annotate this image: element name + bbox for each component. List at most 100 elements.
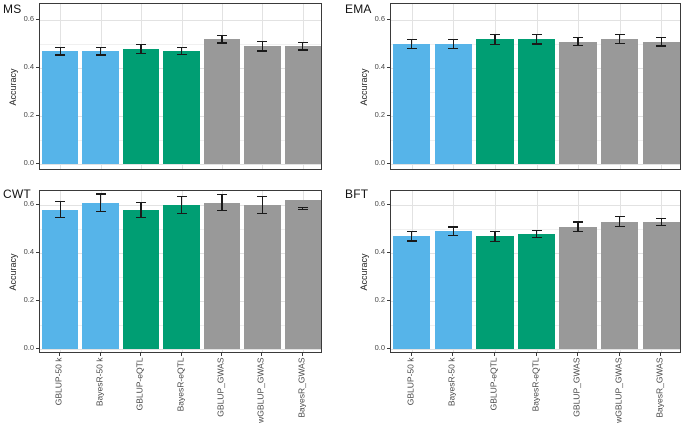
bar (476, 236, 514, 349)
y-tick-label: 0.4 (23, 62, 34, 71)
x-tick-label: BayesR-eQTL (175, 357, 185, 411)
x-axis-tick (220, 353, 222, 356)
bar (642, 221, 680, 349)
error-bar-cap (55, 46, 66, 48)
y-axis-tick (387, 204, 390, 205)
bar (559, 226, 597, 349)
bar (42, 51, 79, 164)
error-bar-cap (448, 226, 459, 228)
error-bar-cap (489, 43, 500, 45)
error-bar-line (261, 196, 263, 214)
x-axis-tick (301, 353, 303, 356)
error-bar-cap (656, 224, 667, 226)
error-bar-line (100, 193, 102, 212)
bar (82, 202, 119, 349)
error-bar-line (302, 42, 304, 50)
bar (284, 46, 321, 164)
error-bar-line (535, 34, 538, 44)
error-bar-cap (448, 47, 459, 50)
error-bar-cap (531, 229, 542, 231)
error-bar-cap (406, 230, 417, 232)
y-axis-title: Accuracy (359, 252, 369, 291)
y-axis-tick (36, 348, 39, 349)
y-tick-label: 0.0 (374, 343, 385, 352)
error-bar-cap (136, 201, 147, 203)
x-axis-tick (140, 353, 142, 356)
error-bar-line (59, 201, 61, 218)
bar (284, 200, 321, 349)
y-axis-tick (36, 204, 39, 205)
x-tick-label: GBLUP-50 k (405, 357, 416, 405)
error-bar-cap (489, 240, 500, 242)
x-tick-label: BayesR-50 k (94, 357, 105, 406)
y-tick-label: 0.0 (23, 158, 34, 167)
major-gridline (391, 164, 680, 165)
y-tick-label: 0.4 (374, 247, 385, 256)
error-bar-cap (95, 210, 106, 212)
y-tick-label: 0.2 (23, 110, 34, 119)
major-gridline (40, 164, 321, 165)
x-tick-label: BayesR-eQTL (530, 357, 540, 411)
y-axis-tick (36, 19, 39, 20)
chart-cwt: CWT Accuracy 0.0 0.2 0.4 0.6 GBLUP-50 k Bayes… (0, 185, 342, 424)
chart-bft: BFT Accuracy 0.0 0.2 0.4 0.6 GBLUP-50 k Bayes… (342, 185, 685, 424)
bar (393, 236, 431, 349)
error-bar-cap (257, 212, 268, 214)
major-gridline (391, 205, 680, 206)
error-bar-line (660, 37, 662, 46)
y-axis-tick (387, 348, 390, 349)
error-bar-cap (176, 212, 187, 214)
bar (203, 39, 241, 164)
error-bar-line (180, 47, 183, 55)
x-axis-tick (535, 353, 537, 356)
y-axis-tick (387, 163, 390, 164)
error-bar-cap (257, 196, 268, 198)
x-tick-label: wGBLUP_GWAS (255, 357, 266, 423)
y-axis-title: Accuracy (8, 252, 18, 291)
error-bar-cap (573, 221, 584, 223)
y-axis-tick (36, 163, 39, 164)
bar (476, 39, 514, 164)
x-axis-tick (493, 353, 495, 356)
error-bar-cap (448, 38, 459, 41)
y-tick-label: 0.6 (374, 14, 385, 23)
error-bar-line (140, 44, 142, 54)
chart-title: BFT (345, 187, 369, 201)
error-bar-line (494, 231, 496, 242)
error-bar-cap (297, 208, 308, 211)
error-bar-cap (257, 41, 268, 43)
y-axis-tick (387, 67, 390, 68)
y-axis-tick (36, 300, 39, 301)
error-bar-line (494, 34, 496, 45)
error-bar-cap (573, 230, 584, 232)
bar (82, 51, 119, 164)
error-bar-cap (614, 216, 625, 218)
y-tick-label: 0.6 (23, 199, 34, 208)
chart-title: EMA (345, 2, 372, 16)
error-bar-cap (176, 196, 187, 198)
x-axis-tick (99, 353, 101, 356)
error-bar-cap (656, 45, 667, 47)
bar (642, 41, 680, 164)
y-tick-label: 0.0 (23, 343, 34, 352)
error-bar-cap (297, 207, 308, 209)
error-bar-line (577, 37, 579, 46)
y-tick-label: 0.4 (23, 247, 34, 256)
error-bar-cap (297, 49, 308, 51)
error-bar-cap (489, 230, 500, 232)
minor-gridline (391, 229, 680, 230)
major-gridline (40, 349, 321, 350)
error-bar-cap (656, 36, 667, 38)
plot-panel (39, 190, 322, 353)
error-bar-cap (95, 193, 106, 195)
y-axis-title: Accuracy (359, 67, 369, 106)
x-axis-tick (660, 353, 662, 356)
bar (244, 205, 281, 349)
bar (163, 51, 200, 164)
y-axis-tick (387, 300, 390, 301)
y-tick-label: 0.2 (374, 295, 385, 304)
bar (42, 209, 79, 349)
error-bar-cap (448, 235, 459, 237)
bar (244, 46, 281, 164)
